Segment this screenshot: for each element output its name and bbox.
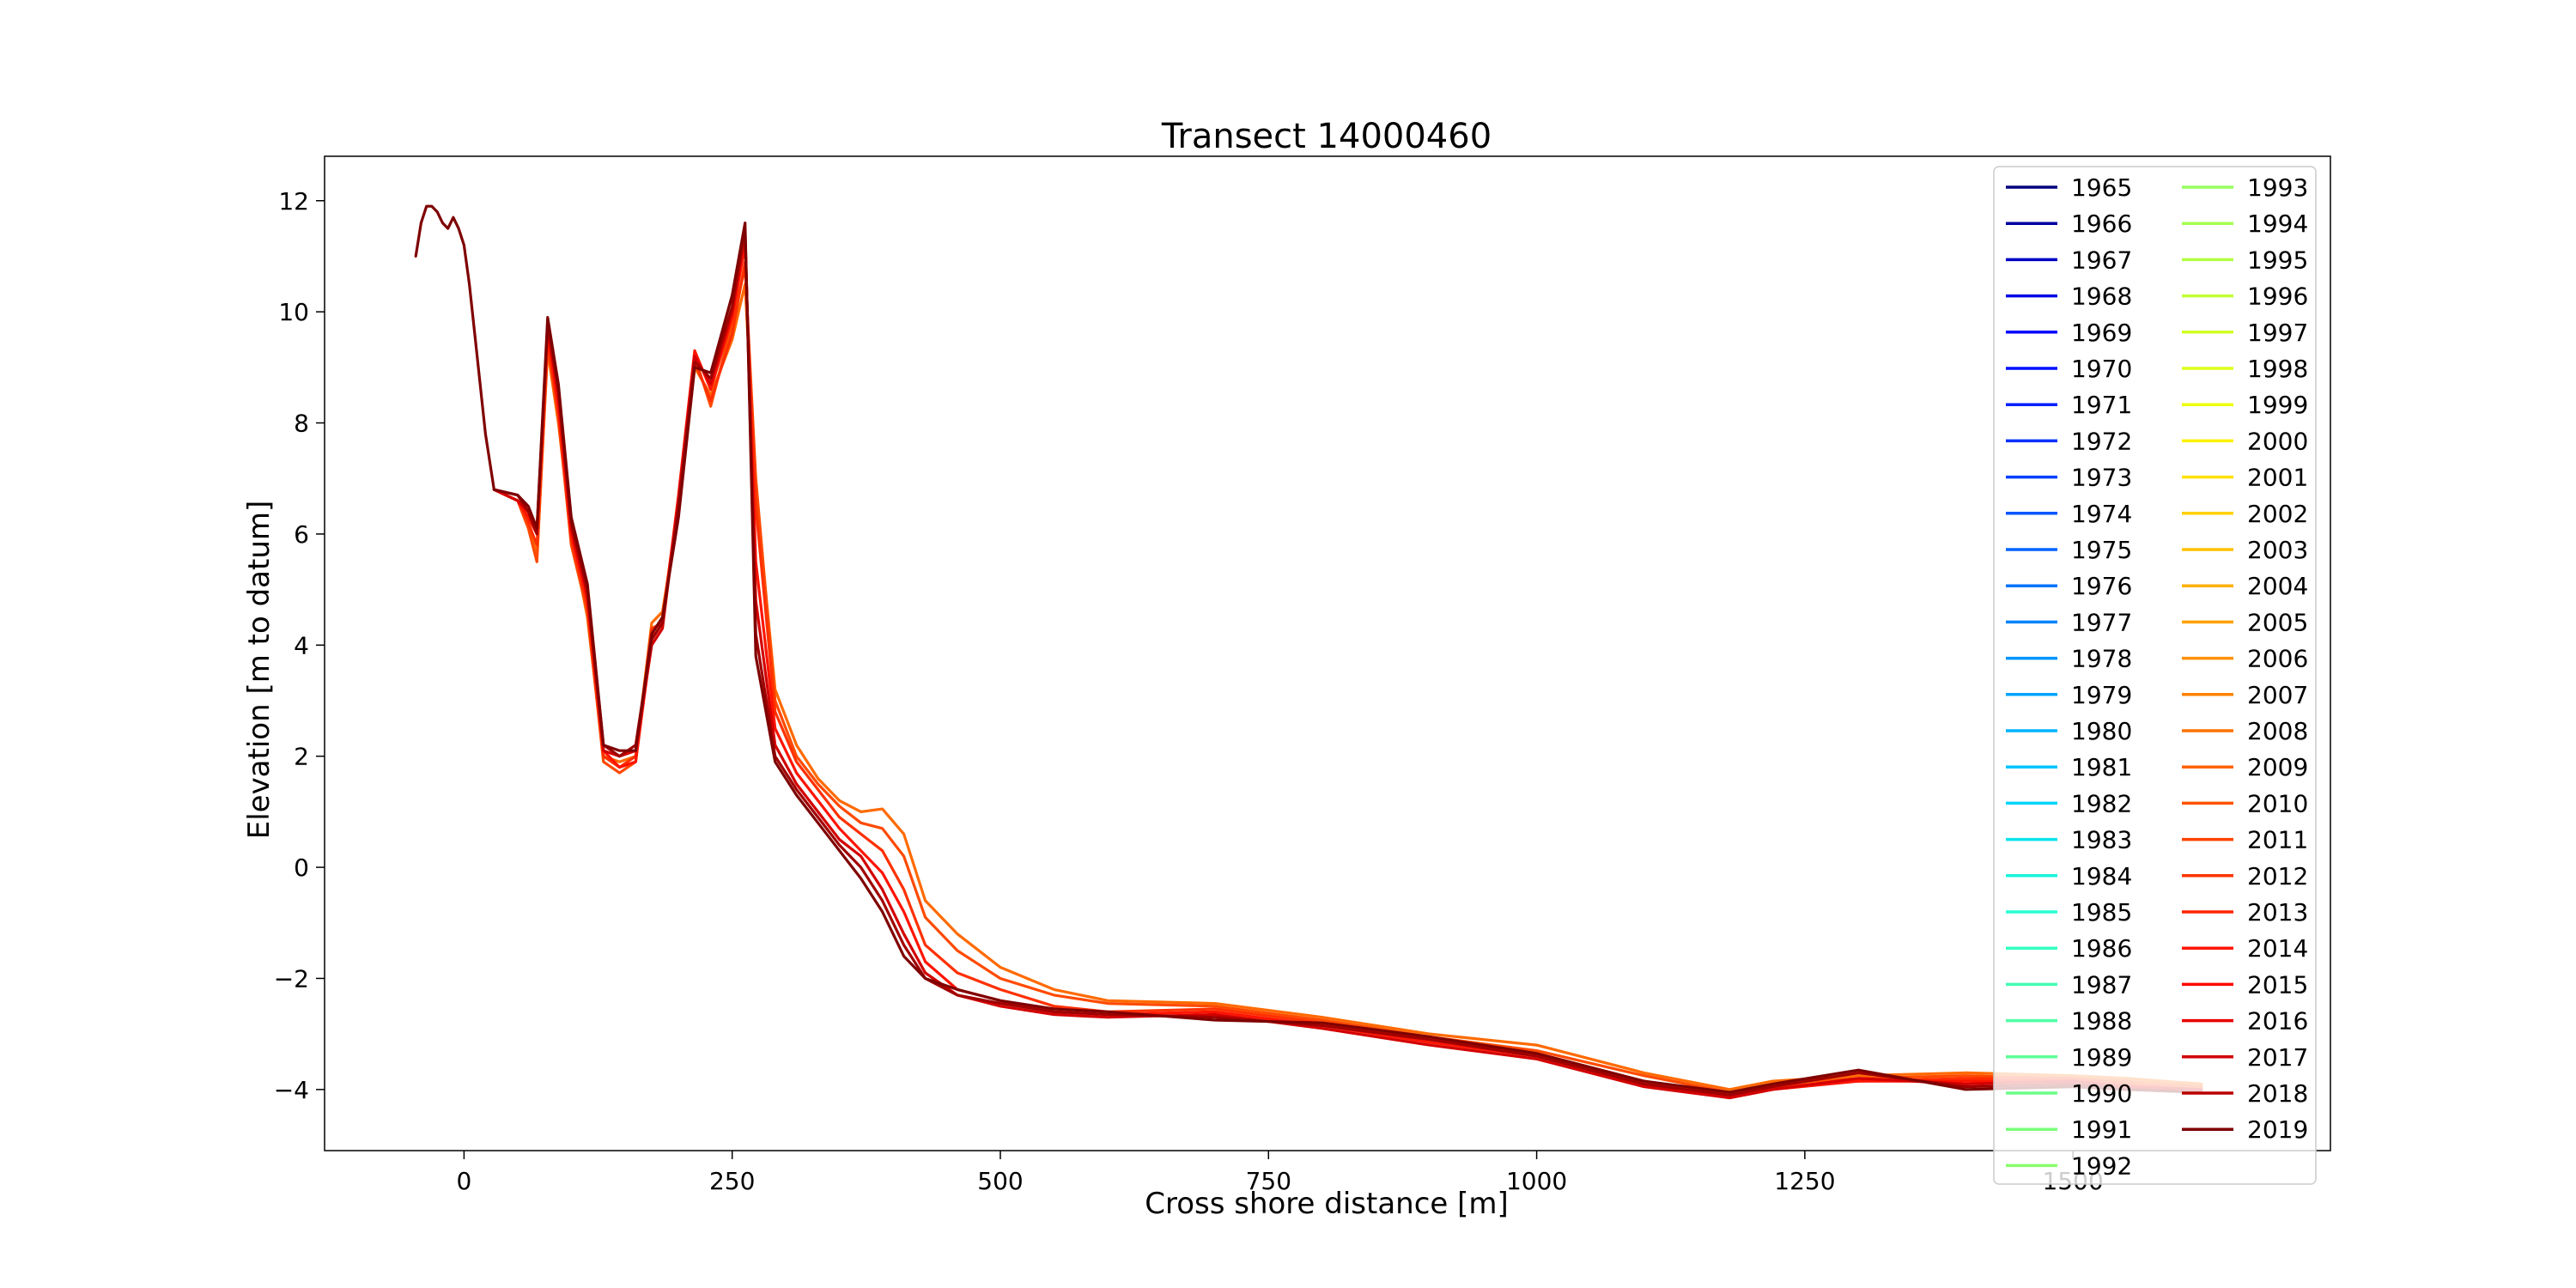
legend-label: 1965 <box>2071 173 2132 202</box>
legend-label: 2004 <box>2247 572 2308 600</box>
y-tick-label: 0 <box>294 854 309 882</box>
x-tick-label: 0 <box>456 1167 471 1195</box>
legend-label: 2009 <box>2247 753 2308 781</box>
legend-label: 2001 <box>2247 464 2308 492</box>
x-tick-label: 250 <box>709 1167 755 1195</box>
legend: 1965 1966 1967 1968 1969 1970 1971 1972 1973 1974… <box>1993 166 2317 1185</box>
legend-box <box>1993 166 2317 1185</box>
x-tick-label: 1250 <box>1774 1167 1835 1195</box>
legend-label: 1985 <box>2071 898 2132 927</box>
y-tick-label: 8 <box>294 410 309 438</box>
legend-label: 1970 <box>2071 355 2132 383</box>
y-tick-label: 6 <box>294 520 309 549</box>
legend-label: 1988 <box>2071 1007 2132 1036</box>
legend-label: 1982 <box>2071 789 2132 817</box>
legend-label: 2003 <box>2247 536 2308 564</box>
legend-label: 1998 <box>2247 355 2308 383</box>
legend-label: 1996 <box>2247 283 2308 311</box>
legend-label: 1992 <box>2071 1151 2132 1180</box>
legend-label: 2014 <box>2247 934 2308 963</box>
legend-label: 1974 <box>2071 500 2132 528</box>
legend-label: 2015 <box>2247 970 2308 999</box>
legend-label: 1995 <box>2247 246 2308 274</box>
legend-label: 1972 <box>2071 427 2132 455</box>
legend-label: 1983 <box>2071 826 2132 854</box>
x-tick-label: 750 <box>1246 1167 1291 1195</box>
legend-label: 2011 <box>2247 826 2308 854</box>
legend-label: 2008 <box>2247 717 2308 745</box>
legend-label: 2000 <box>2247 427 2308 455</box>
legend-label: 1990 <box>2071 1079 2132 1108</box>
legend-label: 1979 <box>2071 681 2132 709</box>
legend-label: 1966 <box>2071 210 2132 238</box>
legend-label: 2007 <box>2247 681 2308 709</box>
series-layer <box>414 204 2203 1100</box>
y-tick-label: −4 <box>274 1076 309 1104</box>
legend-label: 2018 <box>2247 1079 2308 1108</box>
y-tick-label: −2 <box>274 964 309 993</box>
y-tick-label: 2 <box>294 743 309 771</box>
legend-label: 1976 <box>2071 572 2132 600</box>
y-tick-label: 4 <box>294 631 309 659</box>
x-tick-label: 500 <box>977 1167 1023 1195</box>
plot-frame <box>324 155 2331 1151</box>
legend-label: 2017 <box>2247 1043 2308 1072</box>
series-line <box>414 204 2203 1094</box>
legend-label: 2016 <box>2247 1007 2308 1036</box>
legend-label: 1971 <box>2071 391 2132 419</box>
x-axis-label: Cross shore distance [m] <box>1145 1187 1509 1221</box>
legend-label: 2002 <box>2247 500 2308 528</box>
y-axis-label: Elevation [m to datum] <box>242 501 276 840</box>
legend-label: 2006 <box>2247 645 2308 673</box>
legend-label: 2019 <box>2247 1115 2308 1144</box>
legend-label: 1969 <box>2071 319 2132 347</box>
y-tick-label: 12 <box>278 187 309 216</box>
x-tick-label: 1000 <box>1506 1167 1567 1195</box>
chart-title: Transect 14000460 <box>1161 117 1492 156</box>
legend-label: 2012 <box>2247 862 2308 890</box>
legend-label: 1999 <box>2247 391 2308 419</box>
legend-label: 1980 <box>2071 717 2132 745</box>
legend-label: 1984 <box>2071 862 2132 890</box>
legend-label: 2013 <box>2247 898 2308 927</box>
legend-label: 1977 <box>2071 608 2132 636</box>
legend-label: 1968 <box>2071 283 2132 311</box>
legend-label: 1994 <box>2247 210 2308 238</box>
legend-label: 1986 <box>2071 934 2132 963</box>
legend-label: 1991 <box>2071 1115 2132 1144</box>
legend-label: 1967 <box>2071 246 2132 274</box>
legend-label: 1978 <box>2071 645 2132 673</box>
legend-label: 1981 <box>2071 753 2132 781</box>
y-tick-label: 10 <box>278 298 309 326</box>
legend-label: 1989 <box>2071 1043 2132 1072</box>
legend-label: 1997 <box>2247 319 2308 347</box>
legend-label: 1973 <box>2071 464 2132 492</box>
legend-label: 2010 <box>2247 789 2308 817</box>
y-axis-ticks: −4 −2 0 2 4 6 8 10 12 <box>274 187 325 1104</box>
legend-label: 2005 <box>2247 608 2308 636</box>
legend-label: 1987 <box>2071 970 2132 999</box>
legend-label: 1993 <box>2247 173 2308 202</box>
legend-label: 1975 <box>2071 536 2132 564</box>
